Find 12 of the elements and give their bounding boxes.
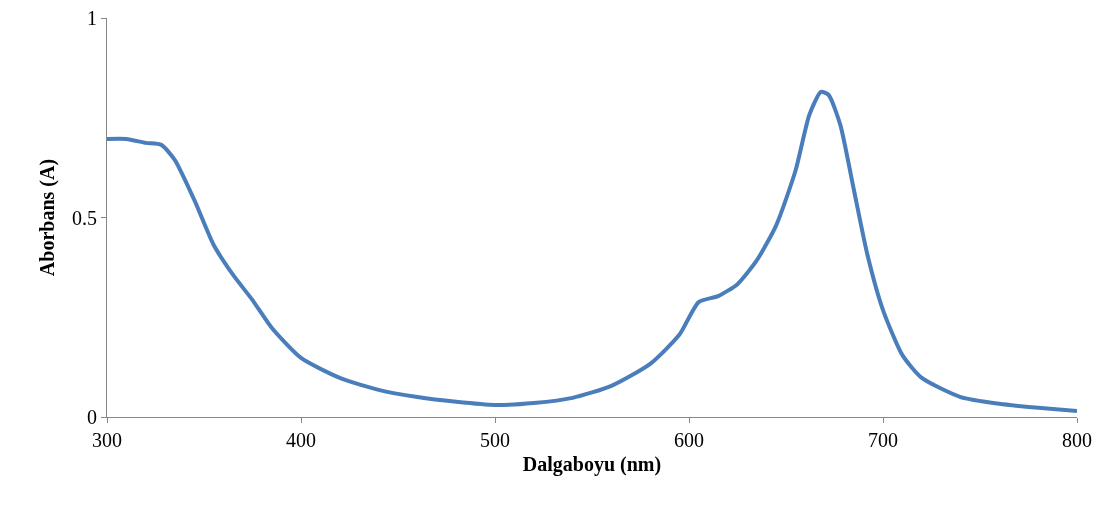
x-axis-title: Dalgaboyu (nm)	[522, 452, 662, 476]
x-tick-label: 600	[674, 429, 704, 451]
y-tick-label: 0.5	[72, 206, 97, 229]
y-tick-label: 1	[87, 7, 97, 29]
x-tick-label: 500	[480, 429, 510, 451]
x-tick-label: 400	[286, 429, 316, 451]
line-series	[107, 89, 1077, 414]
y-axis-title: Aborbans (A)	[35, 158, 59, 277]
y-tick-label: 0	[87, 406, 97, 428]
x-tick-label: 300	[92, 429, 122, 451]
x-tick-label: 700	[868, 429, 898, 451]
x-tick-label: 800	[1062, 429, 1092, 451]
